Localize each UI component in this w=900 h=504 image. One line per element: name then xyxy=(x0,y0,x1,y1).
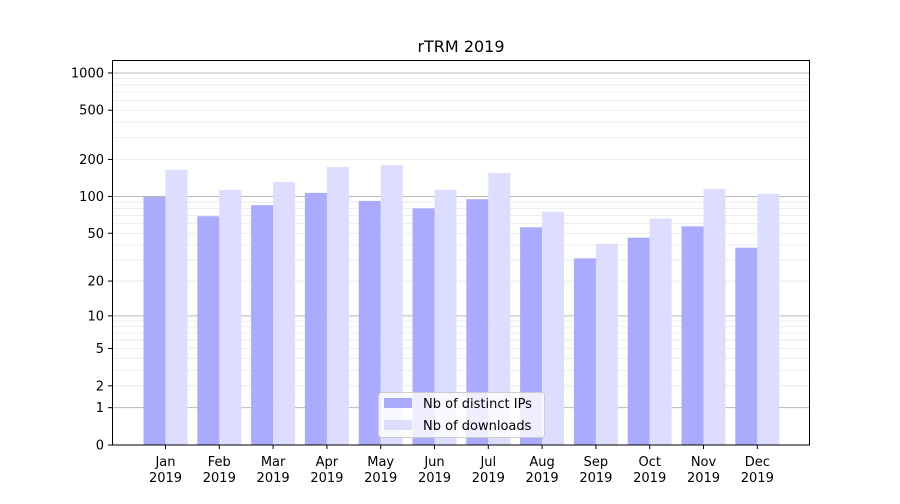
legend-swatch-downloads xyxy=(384,420,412,430)
legend-label-distinct-ips: Nb of distinct IPs xyxy=(423,397,532,412)
legend: Nb of distinct IPs Nb of downloads xyxy=(378,392,545,438)
y-tick-label: 500 xyxy=(79,104,104,119)
x-tick-label: Jan 2019 xyxy=(149,455,182,486)
legend-box xyxy=(378,392,545,438)
x-tick-label: Aug 2019 xyxy=(526,455,559,486)
x-tick-label: Oct 2019 xyxy=(633,455,666,486)
bar-downloads-11 xyxy=(757,193,780,445)
x-tick-label: Feb 2019 xyxy=(203,455,236,486)
bar-downloads-2 xyxy=(273,182,296,445)
bar-distinct-ips-2 xyxy=(251,205,274,445)
bar-downloads-6 xyxy=(488,173,511,445)
bar-distinct-ips-5 xyxy=(412,208,435,445)
y-tick-label: 200 xyxy=(79,153,104,168)
y-tick-label: 10 xyxy=(87,309,104,324)
bar-distinct-ips-0 xyxy=(143,197,166,445)
bar-distinct-ips-3 xyxy=(304,192,327,445)
bar-downloads-9 xyxy=(649,218,672,445)
x-tick-label: Jun 2019 xyxy=(418,455,451,486)
bar-distinct-ips-10 xyxy=(681,226,704,445)
bar-downloads-8 xyxy=(595,243,618,445)
x-tick-label: Dec 2019 xyxy=(741,455,774,486)
bar-downloads-4 xyxy=(380,165,403,445)
bar-distinct-ips-1 xyxy=(197,216,220,445)
y-axis: 0 1 2 5 10 20 50 100 200 500 1000 xyxy=(71,66,112,454)
bar-distinct-ips-9 xyxy=(627,237,650,445)
bar-distinct-ips-8 xyxy=(573,258,596,445)
bar-downloads-7 xyxy=(542,211,565,445)
chart-title: rTRM 2019 xyxy=(417,37,504,56)
bar-downloads-10 xyxy=(703,189,726,445)
y-tick-label: 20 xyxy=(87,275,104,290)
x-tick-label: May 2019 xyxy=(364,455,397,486)
x-tick-label: Sep 2019 xyxy=(579,455,612,486)
y-tick-label: 0 xyxy=(96,439,104,454)
bar-downloads-5 xyxy=(434,189,457,445)
bar-distinct-ips-11 xyxy=(735,247,758,445)
bars xyxy=(143,165,780,445)
bar-distinct-ips-6 xyxy=(466,199,489,445)
legend-swatch-distinct-ips xyxy=(384,398,412,408)
y-tick-label: 1 xyxy=(96,401,104,416)
y-tick-label: 1000 xyxy=(71,66,104,81)
legend-label-downloads: Nb of downloads xyxy=(423,419,532,434)
x-tick-label: Nov 2019 xyxy=(687,455,720,486)
y-tick-label: 100 xyxy=(79,190,104,205)
x-axis: Jan 2019 Feb 2019 Mar 2019 Apr 2019 May 2019 Jun 20… xyxy=(149,445,774,486)
y-tick-label: 5 xyxy=(96,342,104,357)
bar-distinct-ips-7 xyxy=(520,227,543,445)
y-tick-label: 50 xyxy=(87,227,104,242)
y-tick-label: 2 xyxy=(96,379,104,394)
bar-downloads-1 xyxy=(219,189,242,445)
bar-downloads-0 xyxy=(165,169,188,445)
bar-distinct-ips-4 xyxy=(358,200,381,445)
bar-downloads-3 xyxy=(326,166,349,445)
plot-frame xyxy=(112,60,810,446)
x-tick-label: Apr 2019 xyxy=(310,455,343,486)
x-tick-label: Mar 2019 xyxy=(257,455,290,486)
x-tick-label: Jul 2019 xyxy=(472,455,505,486)
